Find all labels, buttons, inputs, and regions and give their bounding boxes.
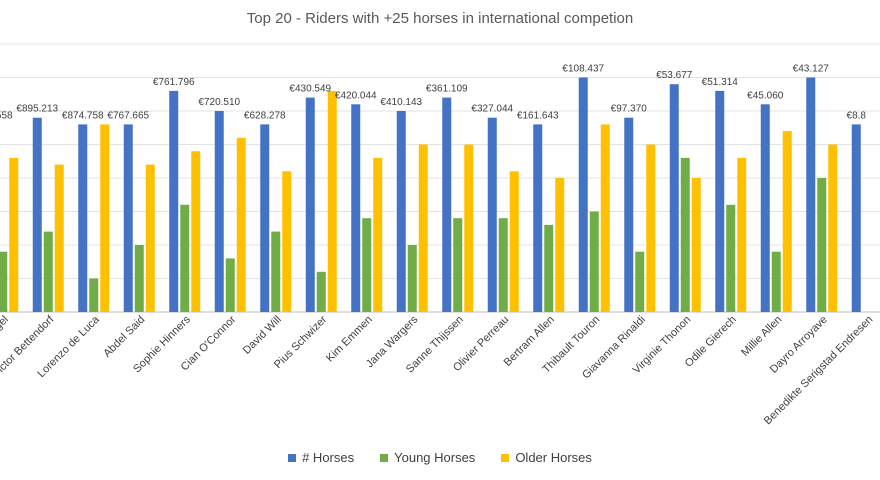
bar-horses [260,124,270,313]
data-label: €161.643 [517,110,559,121]
data-label: €53.677 [656,70,693,81]
bar-older-horses [100,124,110,313]
legend-label: Young Horses [394,450,476,465]
bar-older-horses [555,178,565,312]
bar-young-horses [0,251,8,312]
bar-older-horses [9,157,19,312]
bar-older-horses [418,144,428,312]
bar-young-horses [544,224,554,312]
bar-older-horses [236,137,246,312]
bar-horses [214,111,224,312]
data-label: €895.213 [16,104,58,115]
data-label: €874.758 [62,110,104,121]
bar-young-horses [362,218,372,312]
data-label: €327.044 [471,104,513,115]
data-label: €720.510 [198,97,240,108]
category-label: David Will [241,314,284,357]
bar-older-horses [191,151,201,312]
bar-older-horses [737,157,747,312]
bar-older-horses [327,90,337,313]
bar-horses [487,117,497,312]
legend-item: # Horses [288,450,354,465]
bar-young-horses [817,178,827,312]
bar-young-horses [180,204,190,312]
data-label: €97.370 [611,104,648,115]
bar-older-horses [828,144,838,312]
bar-horses [851,124,861,313]
bar-young-horses [498,218,508,312]
legend-item: Older Horses [501,450,592,465]
bar-older-horses [691,178,701,312]
bar-older-horses [782,131,792,312]
bar-older-horses [646,144,656,312]
data-label: €108.437 [562,64,604,75]
bar-young-horses [589,211,599,312]
bar-horses [624,117,634,312]
bar-young-horses [316,271,326,312]
chart-title: Top 20 - Riders with +25 horses in inter… [246,10,634,27]
category-label: Vogel [0,314,11,342]
bar-young-horses [271,231,281,312]
bar-older-horses [600,124,610,313]
legend-label: Older Horses [515,450,592,465]
legend-item: Young Horses [380,450,475,465]
bar-older-horses [509,171,519,312]
bar-horses [169,90,179,313]
bar-horses [760,104,770,312]
legend-label: # Horses [302,450,355,465]
data-label: €420.044 [335,90,377,101]
legend: # Horses Young Horses Older Horses [0,450,880,465]
bar-young-horses [726,204,736,312]
bar-horses [351,104,361,312]
data-label: €51.314 [702,77,739,88]
bar-horses [305,97,315,312]
bar-horses [578,77,588,312]
bar-horses [32,117,42,312]
bar-horses [396,111,406,312]
category-label: Abdel Said [101,314,147,360]
data-label: €45.060 [747,90,784,101]
data-label: €854.558 [0,110,13,121]
category-label: Millie Allen [739,314,784,359]
data-label: €410.143 [380,97,422,108]
bar-older-horses [464,144,474,312]
bar-horses [442,97,452,312]
bar-young-horses [134,245,144,312]
bar-horses [669,84,679,312]
bar-young-horses [635,251,645,312]
bar-young-horses [453,218,463,312]
bar-horses [533,124,543,313]
data-label: €767.665 [107,110,149,121]
bar-older-horses [373,157,383,312]
bar-young-horses [680,157,690,312]
data-label: €628.278 [244,110,286,121]
bar-older-horses [282,171,292,312]
data-label: €761.796 [153,77,195,88]
data-label: €43.127 [793,64,830,75]
legend-swatch [501,453,510,462]
bar-older-horses [54,164,64,312]
data-label: €361.109 [426,84,468,95]
bar-young-horses [89,278,99,312]
legend-swatch [380,453,389,462]
bar-older-horses [145,164,155,312]
data-label: €8.8 [847,110,867,121]
legend-swatch [288,453,297,462]
category-label: Kim Emmen [324,314,375,365]
bar-horses [806,77,816,312]
bar-young-horses [225,258,235,312]
bar-young-horses [771,251,781,312]
bar-horses [715,90,725,313]
bar-young-horses [407,245,417,312]
bar-young-horses [43,231,53,312]
bar-horses [78,124,88,313]
data-label: €430.549 [289,84,331,95]
bar-horses [123,124,133,313]
